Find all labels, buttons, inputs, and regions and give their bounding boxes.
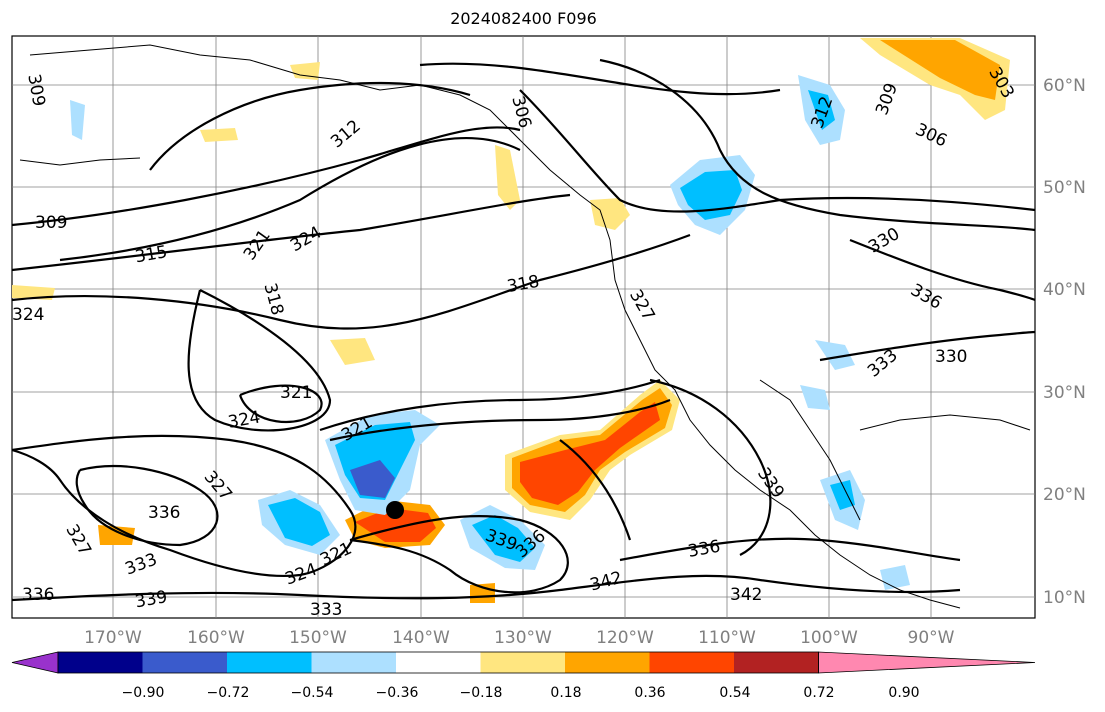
colorbar-segment [58, 652, 143, 673]
lat-tick-label: 10°N [1043, 588, 1086, 608]
colorbar-segment [734, 652, 819, 673]
lon-tick-label: 100°W [800, 628, 858, 648]
colorbar-segment [142, 652, 227, 673]
colorbar-tick-label: −0.72 [207, 685, 250, 701]
lat-tick-label: 30°N [1043, 383, 1086, 403]
positive-anomaly-region [590, 198, 630, 230]
contour-label: 309 [35, 213, 67, 233]
positive-anomaly-region [880, 40, 1000, 100]
map-title: 2024082400 F096 [450, 9, 597, 28]
colorbar-tick-label: 0.72 [803, 685, 834, 701]
contour-label: 336 [148, 503, 180, 523]
negative-anomaly-region [268, 498, 330, 546]
contour-label: 330 [935, 347, 967, 367]
positive-anomaly-region [290, 62, 320, 80]
shaded-anomaly-field [12, 38, 1010, 603]
colorbar-tick-label: 0.54 [719, 685, 750, 701]
lon-tick-label: 110°W [698, 628, 756, 648]
colorbar-tick-label: −0.18 [460, 685, 503, 701]
lon-tick-label: 130°W [494, 628, 552, 648]
lat-tick-label: 20°N [1043, 485, 1086, 505]
negative-anomaly-region [800, 385, 830, 410]
colorbar-tick-labels: −0.90 −0.72 −0.54 −0.36 −0.18 0.18 0.36 … [122, 685, 920, 701]
positive-anomaly-region [470, 583, 495, 603]
storm-center-marker [386, 501, 404, 519]
colorbar-tick-label: 0.36 [634, 685, 665, 701]
colorbar-extension-low [11, 651, 59, 674]
colorbar-tick-label: −0.90 [122, 685, 165, 701]
contour-label: 336 [22, 585, 54, 605]
colorbar-tick-label: −0.54 [291, 685, 334, 701]
negative-anomaly-region [830, 480, 855, 510]
colorbar [11, 651, 1036, 674]
colorbar-segment [396, 652, 481, 673]
positive-anomaly-region [330, 338, 375, 365]
lon-tick-label: 170°W [84, 628, 142, 648]
negative-anomaly-region [808, 90, 835, 130]
negative-anomaly-region [70, 100, 85, 140]
contour-label: 333 [310, 600, 342, 620]
colorbar-segment [565, 652, 650, 673]
contour-label: 324 [12, 305, 44, 325]
colorbar-segment [227, 652, 312, 673]
positive-anomaly-region [495, 145, 520, 210]
positive-anomaly-region [520, 402, 660, 505]
colorbar-tick-label: −0.36 [376, 685, 419, 701]
colorbar-extension-high [818, 651, 1036, 674]
colorbar-outline [57, 651, 819, 674]
lat-tick-label: 40°N [1043, 280, 1086, 300]
colorbar-segment [649, 652, 734, 673]
colorbar-tick-label: 0.18 [550, 685, 581, 701]
height-contours [11, 58, 1036, 602]
negative-anomaly-region [815, 340, 855, 370]
contour-label: 321 [280, 383, 312, 403]
positive-anomaly-region [98, 525, 135, 545]
lon-tick-label: 120°W [596, 628, 654, 648]
lon-tick-label: 90°W [908, 628, 955, 648]
lon-tick-label: 140°W [392, 628, 450, 648]
colorbar-segment [480, 652, 565, 673]
positive-anomaly-region [200, 128, 238, 142]
lon-tick-label: 150°W [289, 628, 347, 648]
contour-label: 342 [730, 585, 762, 605]
colorbar-segment [311, 652, 396, 673]
longitude-axis: 170°W 160°W 150°W 140°W 130°W 120°W 110°… [84, 628, 955, 648]
lon-tick-label: 160°W [187, 628, 245, 648]
colorbar-tick-label: 0.90 [888, 685, 919, 701]
lat-tick-label: 50°N [1043, 178, 1086, 198]
latitude-axis: 10°N 20°N 30°N 40°N 50°N 60°N [1043, 76, 1086, 608]
negative-anomaly-region [350, 460, 395, 498]
lat-tick-label: 60°N [1043, 76, 1086, 96]
negative-anomaly-region [472, 515, 535, 562]
